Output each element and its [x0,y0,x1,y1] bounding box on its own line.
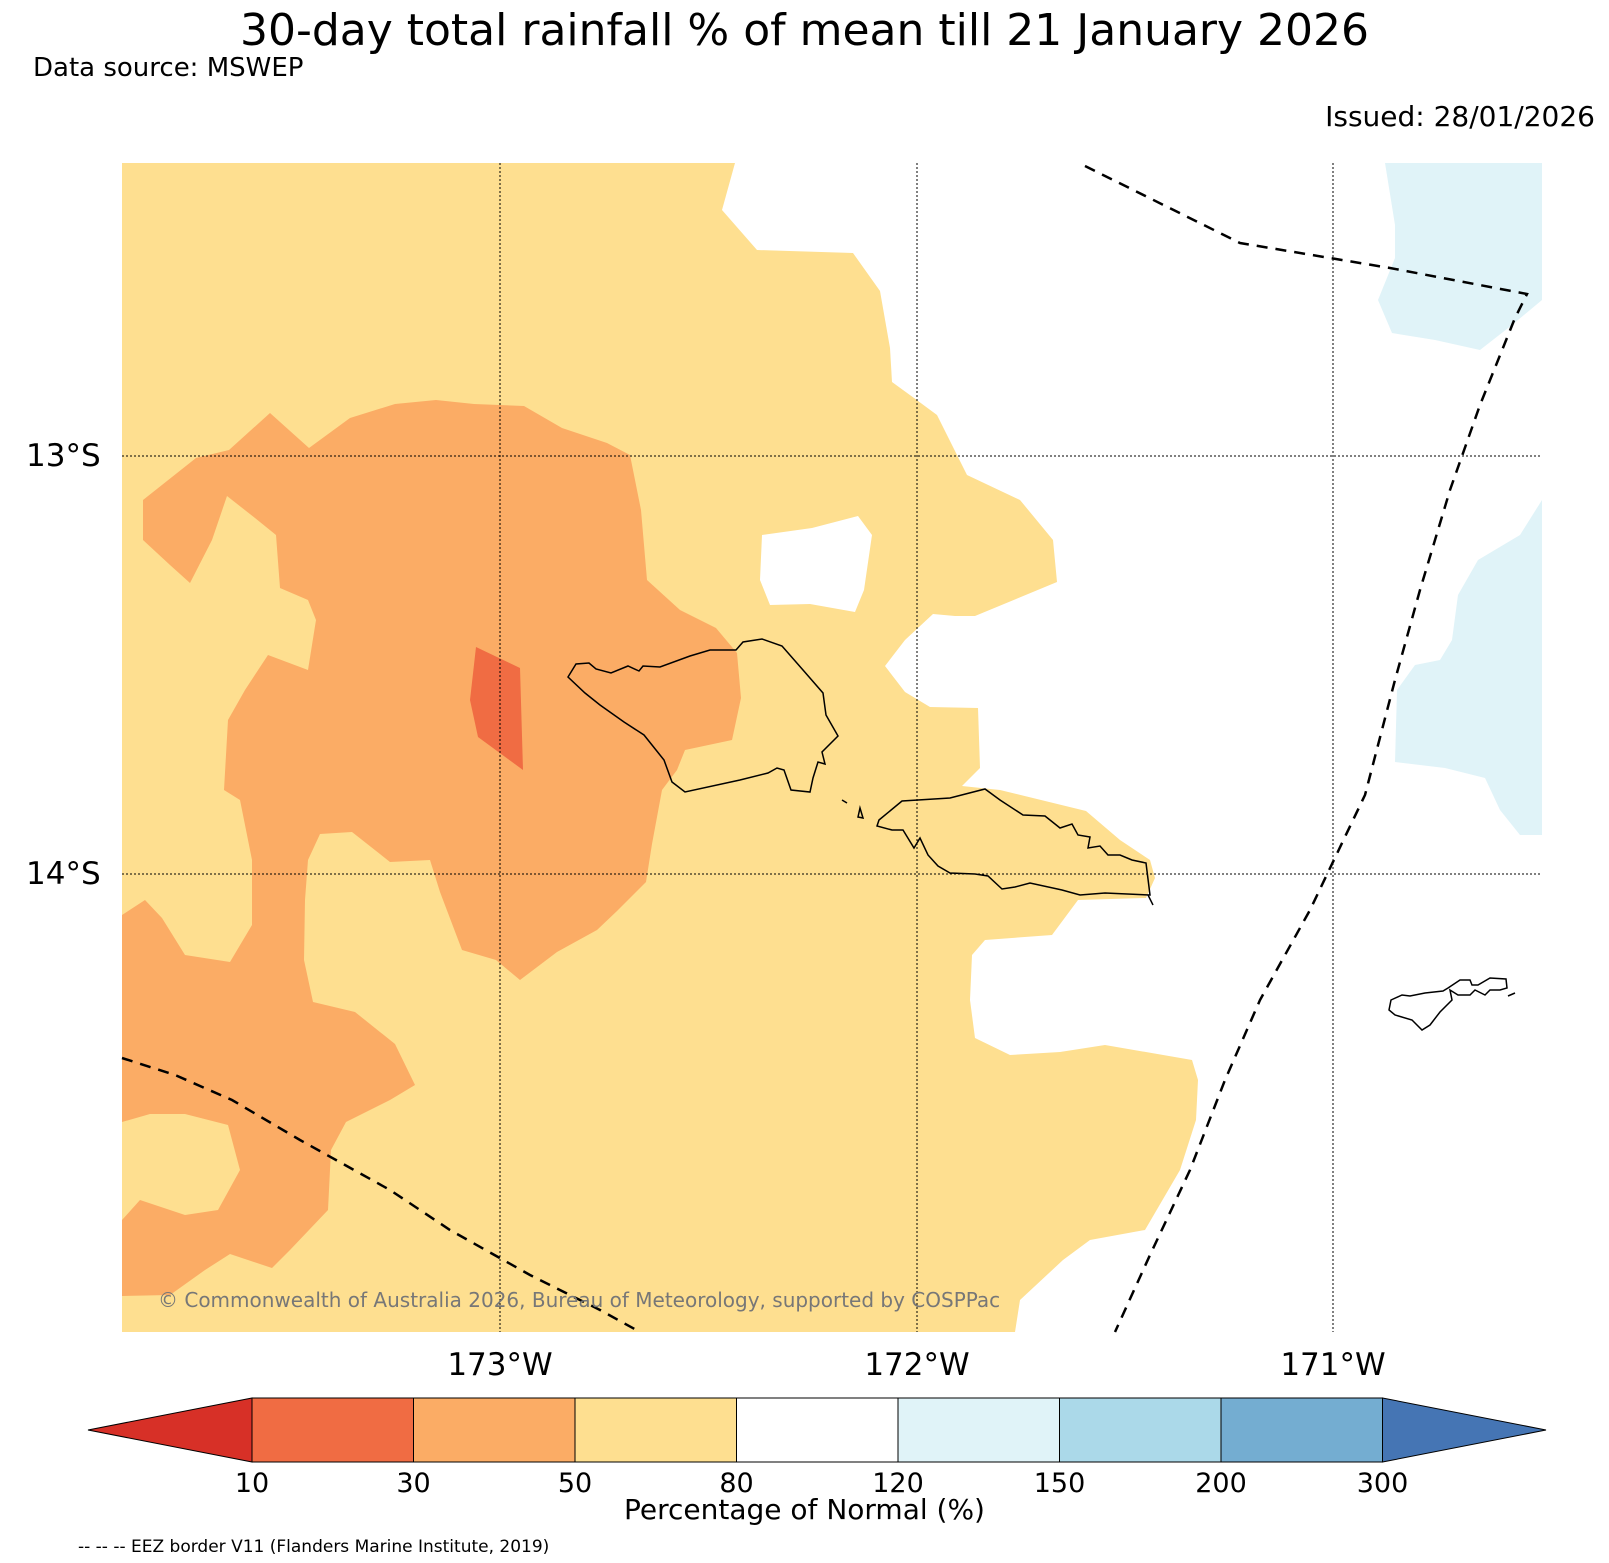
colorbar-tick: 300 [1356,1468,1409,1499]
lon-label-172w: 172°W [864,1347,970,1383]
eez-legend-note: -- -- -- EEZ border V11 (Flanders Marine… [78,1537,550,1557]
colorbar-tick: 80 [719,1468,754,1499]
lon-label-171w: 171°W [1280,1347,1386,1383]
colorbar-bin-50-80 [574,1397,737,1463]
colorbar-bin-150-200 [1059,1397,1222,1463]
rainfall-30-50-area [122,400,741,1296]
colorbar-label: Percentage of Normal (%) [624,1493,985,1526]
lon-label-173w: 173°W [447,1347,553,1383]
colorbar-tick: 50 [557,1468,593,1499]
colorbar-extend-high [1382,1397,1547,1463]
map-title: 30-day total rainfall % of mean till 21 … [239,5,1370,56]
colorbar-tick: 30 [396,1468,431,1499]
colorbar-bin-10-30 [251,1397,414,1463]
colorbar-extend-low [87,1397,253,1463]
tutuila-island [1388,977,1508,1031]
map-gridlines [122,163,1542,1332]
colorbar-tick: 120 [872,1468,924,1499]
copyright-notice: © Commonwealth of Australia 2026, Bureau… [158,1288,1001,1312]
colorbar [87,1397,1547,1463]
apolima-islet [857,805,865,819]
colorbar-bin-30-50 [413,1397,576,1463]
colorbar-tick: 200 [1195,1468,1247,1499]
coastline [567,638,1516,1031]
issued-date: Issued: 28/01/2026 [1325,100,1595,133]
lat-label-14s: 14°S [26,856,101,892]
eez-border [121,164,1529,1334]
lat-label-13s: 13°S [26,438,101,474]
rainfall-120-150-area-east [1395,500,1542,835]
colorbar-tick: 150 [1033,1468,1086,1499]
colorbar-tick: 10 [234,1468,270,1499]
data-source: Data source: MSWEP [33,53,304,83]
rainfall-10-30-area [470,647,523,770]
colorbar-bin-120-150 [897,1397,1060,1463]
upolu-island [876,788,1151,896]
rainfall-120-150-area-north [1378,163,1542,350]
colorbar-bin-200-300 [1220,1397,1383,1463]
rainfall-80-120-pocket [760,516,872,612]
savaii-island [567,638,839,793]
colorbar-bin-80-120 [736,1397,899,1463]
